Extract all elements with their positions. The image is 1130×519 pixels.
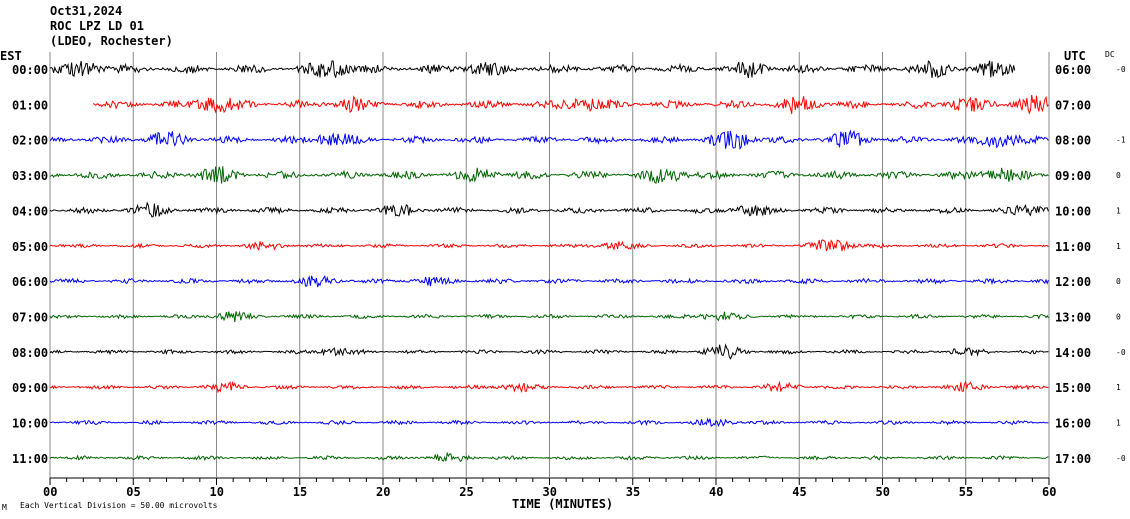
utc-time-label: 16:00 — [1055, 417, 1091, 431]
seismic-trace-0200 — [49, 129, 1049, 151]
utc-time-label: 12:00 — [1055, 275, 1091, 289]
dc-offset-value: 0 — [1116, 312, 1121, 321]
utc-time-label: 13:00 — [1055, 310, 1091, 324]
x-tick-label: 25 — [459, 485, 473, 499]
x-tick-label: 20 — [376, 485, 390, 499]
est-time-label: 11:00 — [12, 452, 48, 466]
seismic-trace-0900 — [49, 380, 1049, 394]
est-time-label: 05:00 — [12, 240, 48, 254]
seismic-trace-1100 — [49, 451, 1049, 463]
dc-offset-value: -0 — [1116, 454, 1126, 463]
dc-offset-value: -0 — [1116, 65, 1126, 74]
seismic-trace-0700 — [49, 310, 1049, 323]
utc-time-label: 09:00 — [1055, 169, 1091, 183]
chart-date: Oct31,2024 — [50, 4, 123, 18]
x-tick-label: 00 — [43, 485, 57, 499]
x-tick-label: 40 — [709, 485, 723, 499]
dc-offset-value: 0 — [1116, 171, 1121, 180]
utc-time-label: 10:00 — [1055, 204, 1091, 218]
est-time-label: 03:00 — [12, 169, 48, 183]
seismic-trace-0100 — [93, 95, 1049, 115]
dc-label: DC — [1105, 50, 1115, 59]
utc-axis-label: UTC — [1064, 49, 1086, 63]
utc-time-label: 17:00 — [1055, 452, 1091, 466]
est-time-label: 07:00 — [12, 310, 48, 324]
est-time-label: 01:00 — [12, 98, 48, 112]
dc-offset-value: -1 — [1116, 136, 1126, 145]
seismic-trace-0000 — [49, 60, 1016, 79]
station-location: (LDEO, Rochester) — [50, 34, 173, 48]
dc-offset-value: 1 — [1116, 206, 1121, 215]
x-tick-label: 45 — [792, 485, 806, 499]
utc-time-label: 14:00 — [1055, 346, 1091, 360]
utc-time-label: 07:00 — [1055, 98, 1091, 112]
corner-mark: M — [2, 503, 7, 512]
est-time-label: 02:00 — [12, 134, 48, 148]
seismic-trace-0500 — [49, 239, 1049, 252]
seismic-trace-0600 — [49, 275, 1049, 288]
utc-time-label: 06:00 — [1055, 63, 1091, 77]
est-axis-label: EST — [0, 49, 22, 63]
station-name: ROC LPZ LD 01 — [50, 19, 144, 33]
utc-time-label: 11:00 — [1055, 240, 1091, 254]
est-time-label: 08:00 — [12, 346, 48, 360]
x-axis-title: TIME (MINUTES) — [512, 497, 613, 511]
x-tick-label: 10 — [210, 485, 224, 499]
dc-offset-value: -0 — [1116, 348, 1126, 357]
seismic-trace-0800 — [49, 343, 1049, 360]
x-tick-label: 05 — [126, 485, 140, 499]
est-time-label: 04:00 — [12, 204, 48, 218]
x-tick-label: 30 — [543, 485, 557, 499]
scale-note: Each Vertical Division = 50.00 microvolt… — [20, 501, 218, 510]
dc-offset-value: 1 — [1116, 419, 1121, 428]
utc-time-label: 08:00 — [1055, 134, 1091, 148]
dc-offset-value: 0 — [1116, 277, 1121, 286]
x-tick-label: 50 — [876, 485, 890, 499]
seismic-trace-0400 — [49, 201, 1049, 218]
seismic-trace-0300 — [49, 166, 1049, 185]
utc-time-label: 15:00 — [1055, 381, 1091, 395]
est-time-label: 09:00 — [12, 381, 48, 395]
x-tick-label: 55 — [959, 485, 973, 499]
seismic-trace-1000 — [49, 417, 1049, 428]
dc-offset-value: 1 — [1116, 242, 1121, 251]
x-tick-label: 35 — [626, 485, 640, 499]
dc-offset-value: 1 — [1116, 383, 1121, 392]
est-time-label: 10:00 — [12, 417, 48, 431]
x-tick-label: 60 — [1042, 485, 1056, 499]
est-time-label: 00:00 — [12, 63, 48, 77]
x-tick-label: 15 — [293, 485, 307, 499]
est-time-label: 06:00 — [12, 275, 48, 289]
